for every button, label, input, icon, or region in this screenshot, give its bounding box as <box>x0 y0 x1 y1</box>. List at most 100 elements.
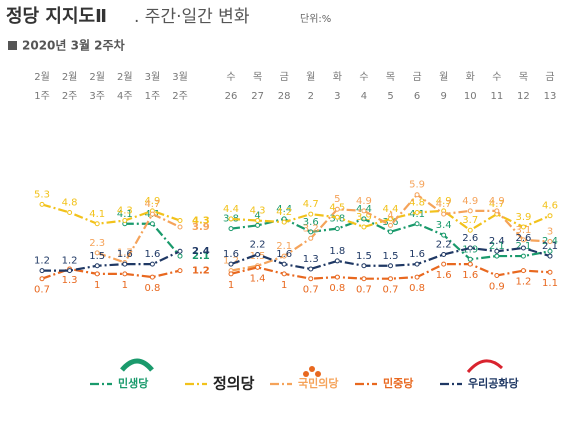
data-label: 2.2 <box>250 239 266 250</box>
data-label: 2.1 <box>489 241 505 252</box>
point <box>122 261 128 267</box>
subtitle: . 주간·일간 변화 <box>134 7 250 27</box>
data-label: 1 <box>94 280 100 291</box>
point <box>467 245 473 251</box>
point <box>255 218 261 224</box>
data-label: 1 <box>281 280 287 291</box>
point <box>467 227 473 233</box>
data-label: 1.6 <box>436 270 452 281</box>
point <box>494 208 500 214</box>
data-label: 3 <box>547 227 553 238</box>
bullet <box>8 41 17 50</box>
x-tick-label: 3주 <box>89 91 105 102</box>
x-tick-label: 9 <box>440 91 446 102</box>
logo-dot <box>315 371 321 377</box>
point <box>441 211 447 217</box>
point <box>414 192 420 198</box>
x-tick-label: 6 <box>414 91 420 102</box>
point <box>361 224 367 230</box>
point <box>441 261 447 267</box>
data-label: 2.6 <box>515 233 531 244</box>
data-label: 3.6 <box>303 217 319 228</box>
data-label: 1.8 <box>329 246 345 257</box>
data-label: 4.2 <box>276 207 292 218</box>
series-line <box>124 222 181 257</box>
x-tick-label: 수 <box>492 71 501 83</box>
x-tick-label: 화 <box>466 71 475 83</box>
series-line <box>42 250 181 272</box>
point <box>255 251 261 257</box>
point <box>334 226 340 232</box>
point <box>414 221 420 227</box>
point <box>388 216 393 222</box>
x-tick-label: 2주 <box>62 91 78 102</box>
point <box>308 266 314 272</box>
data-label: 1.6 <box>462 270 478 281</box>
x-tick-label: 월 <box>439 71 448 83</box>
x-tick-label: 1주 <box>34 91 50 102</box>
data-label: 1 <box>122 280 128 291</box>
point <box>94 271 100 277</box>
legend-label: 국민의당 <box>298 376 338 390</box>
point <box>255 222 261 228</box>
x-tick-label: 26 <box>225 91 238 102</box>
point <box>94 250 100 256</box>
point <box>177 218 183 224</box>
point <box>467 261 473 267</box>
data-label: 1.6 <box>144 249 160 260</box>
point <box>414 209 420 215</box>
point <box>520 253 526 259</box>
data-label: 3.6 <box>383 217 399 228</box>
data-label: 3.2 <box>303 223 319 234</box>
x-tick-label: 수 <box>226 71 235 83</box>
x-tick-label: 금 <box>280 71 289 83</box>
data-label: 4.7 <box>436 199 452 210</box>
point <box>520 268 526 274</box>
point <box>228 261 234 267</box>
series-line <box>96 212 181 264</box>
x-tick-label: 2월 <box>89 71 105 83</box>
point <box>441 251 447 257</box>
point <box>334 258 340 264</box>
point <box>177 268 183 274</box>
x-tick-label: 화 <box>333 71 342 83</box>
data-label: 2.6 <box>462 233 478 244</box>
data-label: 2.1 <box>192 251 210 262</box>
data-label: 4.3 <box>192 216 210 227</box>
data-label: 0.8 <box>329 283 345 294</box>
x-tick-label: 4 <box>361 91 367 102</box>
point <box>441 232 447 238</box>
point <box>39 268 45 274</box>
data-label: 5.3 <box>34 189 50 200</box>
point <box>281 261 287 267</box>
x-tick-label: 목 <box>253 71 262 83</box>
point <box>494 248 500 254</box>
x-tick-label: 2 <box>308 91 314 102</box>
logo-arc <box>466 359 504 373</box>
x-tick-label: 2월 <box>34 71 50 83</box>
data-label: 1.5 <box>89 251 105 262</box>
point <box>467 256 473 262</box>
unit: 단위:% <box>300 12 331 25</box>
data-label: 2.1 <box>542 241 558 252</box>
data-label: 4.7 <box>303 199 319 210</box>
point <box>281 271 287 277</box>
point <box>308 211 314 217</box>
point <box>39 276 45 282</box>
x-tick-label: 월 <box>306 71 315 83</box>
legend-label: 우리공화당 <box>468 376 519 390</box>
point <box>388 222 393 228</box>
legend-label: 민중당 <box>383 376 413 390</box>
x-tick-label: 금 <box>412 71 421 83</box>
point <box>94 263 100 269</box>
point <box>361 216 367 222</box>
x-tick-label: 11 <box>490 91 503 102</box>
data-label: 1.2 <box>34 256 50 267</box>
data-label: 1.2 <box>192 266 210 277</box>
data-label: 2.4 <box>489 236 505 247</box>
point <box>177 224 183 230</box>
data-label: 4.3 <box>117 206 133 217</box>
data-label: 0.7 <box>34 285 50 296</box>
point <box>122 271 128 277</box>
